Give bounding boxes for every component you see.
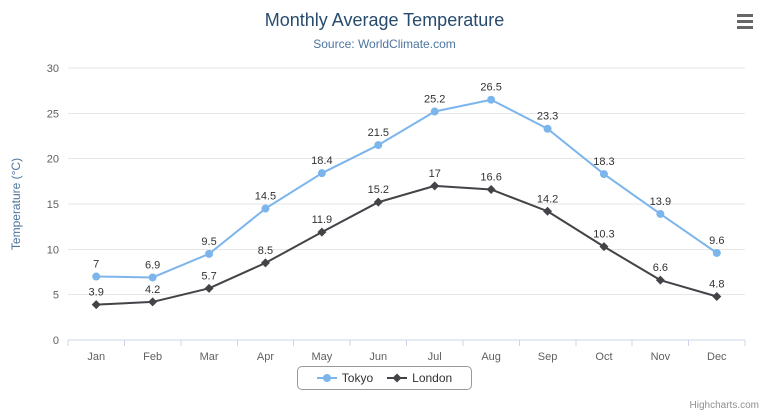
data-point-marker[interactable] <box>599 170 608 179</box>
data-label: 16.6 <box>480 171 501 183</box>
data-label: 21.5 <box>368 127 389 139</box>
data-label: 25.2 <box>424 94 445 106</box>
y-tick-label: 30 <box>47 63 59 75</box>
x-tick-label: Feb <box>143 351 162 363</box>
x-tick-label: Jun <box>369 351 387 363</box>
data-point-marker[interactable] <box>317 169 326 178</box>
data-label: 6.9 <box>145 259 160 271</box>
data-label: 6.6 <box>653 262 668 274</box>
y-tick-label: 20 <box>47 154 59 166</box>
data-point-marker[interactable] <box>656 209 665 218</box>
data-label: 14.5 <box>255 191 276 203</box>
legend-label: London <box>412 371 453 385</box>
data-point-marker[interactable] <box>260 258 270 268</box>
legend: Tokyo London <box>0 366 769 390</box>
y-tick-label: 15 <box>47 199 59 211</box>
data-point-marker[interactable] <box>430 181 440 191</box>
legend-label: Tokyo <box>341 371 374 385</box>
x-tick-label: Aug <box>481 351 501 363</box>
data-point-marker[interactable] <box>487 95 496 104</box>
data-point-marker[interactable] <box>543 124 552 133</box>
credits-link[interactable]: Highcharts.com <box>689 400 759 411</box>
y-tick-label: 25 <box>47 108 59 120</box>
data-label: 18.4 <box>311 155 332 167</box>
x-tick-label: Apr <box>257 351 274 363</box>
data-point-marker[interactable] <box>92 272 101 281</box>
hamburger-menu-icon <box>737 13 755 29</box>
data-label: 7 <box>93 259 99 271</box>
data-point-marker[interactable] <box>261 204 270 213</box>
legend-marker-icon <box>387 373 408 383</box>
data-label: 13.9 <box>650 196 671 208</box>
data-label: 18.3 <box>593 156 614 168</box>
legend-box: Tokyo London <box>296 366 473 390</box>
x-tick-label: Oct <box>595 351 612 363</box>
data-point-marker[interactable] <box>148 273 157 282</box>
data-label: 9.6 <box>709 235 724 247</box>
x-tick-label: Sep <box>538 351 558 363</box>
data-label: 23.3 <box>537 111 558 123</box>
data-point-marker[interactable] <box>91 300 101 310</box>
data-point-marker[interactable] <box>204 283 214 293</box>
data-label: 9.5 <box>201 236 216 248</box>
series-line-tokyo <box>95 98 718 279</box>
legend-item-tokyo[interactable]: Tokyo <box>316 371 374 385</box>
chart-title: Monthly Average Temperature <box>264 10 505 30</box>
data-label: 14.2 <box>537 193 558 205</box>
y-tick-label: 0 <box>53 335 59 347</box>
y-tick-label: 10 <box>47 244 59 256</box>
x-tick-label: Mar <box>200 351 219 363</box>
data-point-marker[interactable] <box>599 242 609 252</box>
hamburger-bar <box>737 13 753 17</box>
data-point-marker[interactable] <box>655 275 665 285</box>
y-tick-label: 5 <box>53 290 59 302</box>
x-tick-label: Jul <box>428 351 442 363</box>
context-menu-button[interactable] <box>733 10 759 32</box>
hamburger-bar <box>737 19 753 23</box>
chart-subtitle: Source: WorldClimate.com <box>313 37 456 51</box>
data-point-marker[interactable] <box>430 107 439 116</box>
data-point-marker[interactable] <box>712 248 721 257</box>
x-tick-label: May <box>311 351 332 363</box>
legend-item-london[interactable]: London <box>387 371 452 385</box>
data-label: 5.7 <box>201 270 216 282</box>
data-label: 4.2 <box>145 284 160 296</box>
x-tick-label: Dec <box>707 351 727 363</box>
x-tick-label: Nov <box>651 351 671 363</box>
data-label: 3.9 <box>89 287 104 299</box>
data-point-marker[interactable] <box>205 249 214 258</box>
x-tick-label: Jan <box>87 351 105 363</box>
data-point-marker[interactable] <box>374 141 383 150</box>
data-label: 10.3 <box>593 229 614 241</box>
data-point-marker[interactable] <box>317 227 327 237</box>
data-label: 15.2 <box>368 184 389 196</box>
hamburger-bar <box>737 25 753 29</box>
data-point-marker[interactable] <box>148 297 158 307</box>
data-label: 11.9 <box>312 214 333 226</box>
data-point-marker[interactable] <box>543 206 553 216</box>
data-point-marker[interactable] <box>712 291 722 301</box>
data-label: 4.8 <box>709 278 724 290</box>
data-label: 26.5 <box>480 82 501 94</box>
data-label: 8.5 <box>258 245 273 257</box>
data-label: 17 <box>429 168 441 180</box>
legend-marker-icon <box>316 374 337 382</box>
data-point-marker[interactable] <box>373 197 383 207</box>
data-point-marker[interactable] <box>486 184 496 194</box>
series-line-london <box>95 184 718 306</box>
